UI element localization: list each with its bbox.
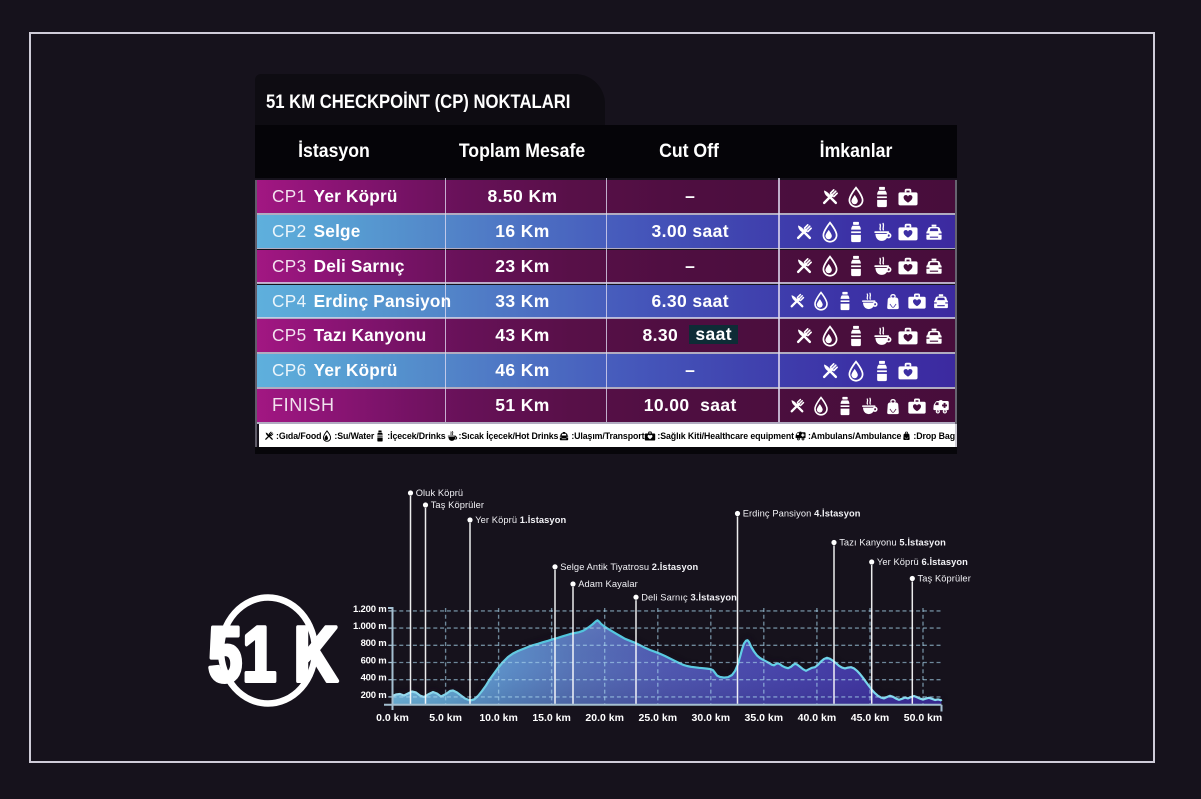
svg-text:51 K: 51 K [208,610,338,698]
svg-text:Erdinç Pansiyon 4.İstasyon: Erdinç Pansiyon 4.İstasyon [743,509,861,519]
svg-text:15.0 km: 15.0 km [532,712,571,724]
svg-text:Selge Antik Tiyatrosu 2.İstasy: Selge Antik Tiyatrosu 2.İstasyon [560,562,698,572]
svg-text:Deli Sarnıç 3.İstasyon: Deli Sarnıç 3.İstasyon [641,592,737,602]
svg-text:35.0 km: 35.0 km [745,712,784,724]
svg-text:45.0 km: 45.0 km [851,712,890,724]
svg-text:Yer Köprü 1.İstasyon: Yer Köprü 1.İstasyon [475,515,566,525]
svg-text:50.0 km: 50.0 km [904,712,943,724]
svg-text:600 m: 600 m [361,655,387,666]
svg-text:1.000 m: 1.000 m [353,621,386,632]
svg-text:Taş Köprüler: Taş Köprüler [431,500,484,510]
svg-text:25.0 km: 25.0 km [639,712,678,724]
svg-text:10.0 km: 10.0 km [479,712,518,724]
svg-text:5.0 km: 5.0 km [429,712,462,724]
svg-text:Taş Köprüler: Taş Köprüler [918,574,971,584]
svg-text:20.0 km: 20.0 km [585,712,624,724]
svg-text:30.0 km: 30.0 km [692,712,731,724]
svg-text:0.0 km: 0.0 km [376,712,409,724]
svg-text:200 m: 200 m [361,690,387,701]
svg-text:40.0 km: 40.0 km [798,712,837,724]
svg-text:Yer Köprü 6.İstasyon: Yer Köprü 6.İstasyon [877,557,968,567]
svg-text:400 m: 400 m [361,673,387,684]
svg-text:Oluk Köprü: Oluk Köprü [416,488,464,498]
svg-text:800 m: 800 m [361,638,387,649]
svg-text:1.200 m: 1.200 m [353,604,386,615]
svg-text:Adam Kayalar: Adam Kayalar [578,579,638,589]
svg-text:Tazı Kanyonu 5.İstasyon: Tazı Kanyonu 5.İstasyon [839,538,946,548]
